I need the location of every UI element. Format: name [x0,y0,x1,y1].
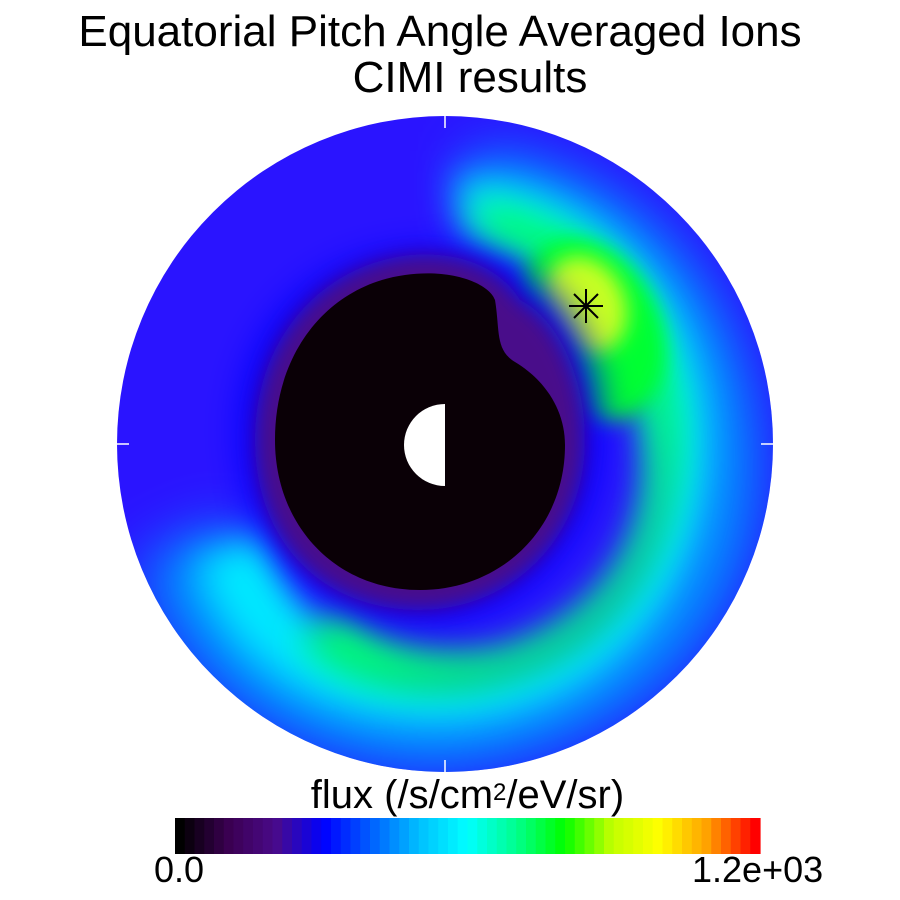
colorbar-band [730,818,742,854]
chart-subtitle: CIMI results [352,53,588,102]
colorbar-band [682,818,693,854]
axis-ticks [117,116,773,772]
colorbar-band [379,818,391,854]
colorbar-band [428,818,439,854]
colorbar-band [194,818,205,854]
colorbar-band [496,818,508,854]
colorbar-band [652,818,664,854]
colorbar-band [389,818,400,854]
colorbar-band [409,818,420,854]
colorbar-band [448,818,459,854]
colorbar-band [457,818,469,854]
colorbar-band [321,818,332,854]
colorbar-band [643,818,654,854]
colorbar-band [594,818,605,854]
colorbar-band [672,818,683,854]
colorbar-band [350,818,361,854]
colorbar [175,818,761,854]
colorbar-band [701,818,712,854]
colorbar-band [214,818,225,854]
colorbar-band [506,818,517,854]
colorbar-band [418,818,430,854]
colorbar-band [360,818,371,854]
colorbar-band [633,818,644,854]
colorbar-band [175,818,186,854]
peak-marker [569,289,603,323]
colorbar-band [487,818,498,854]
colorbar-band [662,818,673,854]
colorbar-band [311,818,322,854]
colorbar-band [467,818,478,854]
colorbar-band [721,818,732,854]
colorbar-band [526,818,537,854]
colorbar-band [604,818,615,854]
colorbar-band [691,818,703,854]
colorbar-band [282,818,293,854]
colorbar-band [233,818,244,854]
colorbar-band [253,818,264,854]
colorbar-band [535,818,547,854]
colorbar-band [555,818,566,854]
colorbar-band [516,818,527,854]
colorbar-band [711,818,722,854]
colorbar-band [613,818,625,854]
colorbar-band [262,818,274,854]
chart-title: Equatorial Pitch Angle Averaged Ions [78,7,802,56]
colorbar-band [477,818,488,854]
colorbar-band [272,818,283,854]
flux-map [117,116,773,772]
colorbar-band [750,818,761,854]
colorbar-min-label: 0.0 [154,849,205,890]
colorbar-band [574,818,586,854]
colorbar-band [438,818,449,854]
colorbar-band [301,818,313,854]
colorbar-max-label: 1.2e+03 [692,849,824,890]
colorbar-band [584,818,595,854]
colorbar-band [331,818,342,854]
colorbar-band [340,818,352,854]
colorbar-label: flux (/s/cm2/eV/sr) [310,773,625,817]
colorbar-band [184,818,196,854]
colorbar-band [399,818,410,854]
colorbar-band [223,818,235,854]
colorbar-band [370,818,381,854]
colorbar-band [243,818,254,854]
colorbar-band [623,818,634,854]
colorbar-band [545,818,556,854]
colorbar-band [565,818,576,854]
colorbar-band [292,818,303,854]
colorbar-band [204,818,215,854]
earth-dayside [404,404,445,486]
colorbar-band [740,818,751,854]
